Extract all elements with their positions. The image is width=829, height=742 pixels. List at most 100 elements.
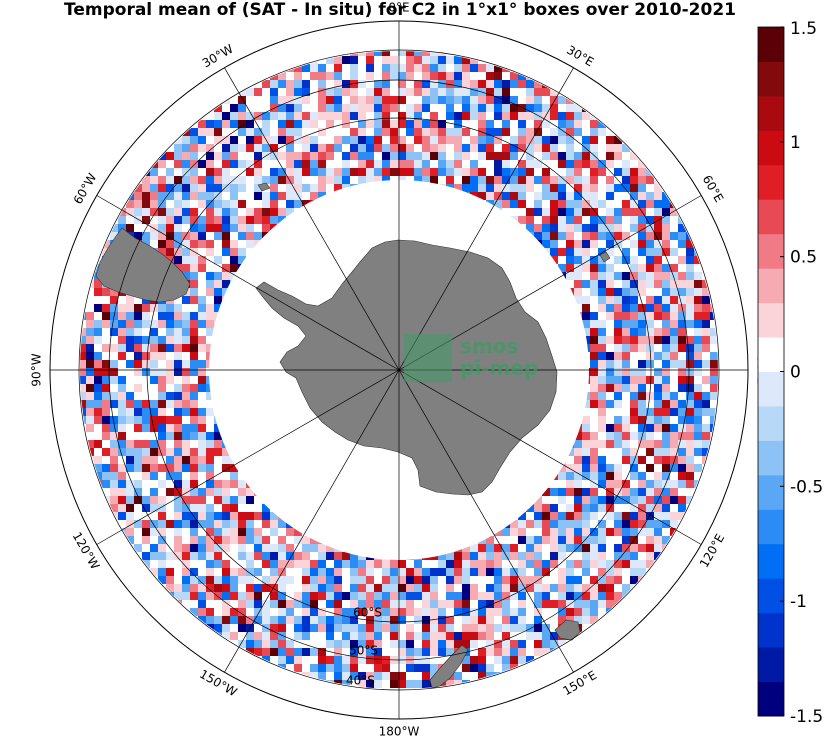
data-cell: [598, 600, 606, 608]
data-cell: [238, 168, 246, 176]
data-cell: [110, 288, 118, 296]
data-cell: [478, 648, 486, 656]
data-cell: [190, 272, 198, 280]
data-cell: [174, 256, 182, 264]
data-cell: [126, 512, 134, 520]
data-cell: [238, 536, 246, 544]
data-cell: [614, 480, 622, 488]
data-cell: [166, 312, 174, 320]
data-cell: [414, 656, 422, 664]
data-cell: [174, 320, 182, 328]
data-cell: [422, 568, 430, 576]
data-cell: [382, 64, 390, 72]
data-cell: [294, 184, 302, 192]
data-cell: [382, 120, 390, 128]
data-cell: [518, 600, 526, 608]
data-cell: [294, 120, 302, 128]
data-cell: [350, 576, 358, 584]
data-cell: [158, 192, 166, 200]
data-cell: [614, 256, 622, 264]
data-cell: [598, 120, 606, 128]
data-cell: [302, 592, 310, 600]
data-cell: [558, 160, 566, 168]
data-cell: [670, 464, 678, 472]
data-cell: [174, 592, 182, 600]
data-cell: [462, 656, 470, 664]
data-cell: [406, 592, 414, 600]
data-cell: [574, 216, 582, 224]
data-cell: [662, 296, 670, 304]
data-cell: [390, 672, 398, 680]
data-cell: [214, 256, 222, 264]
data-cell: [502, 200, 510, 208]
data-cell: [518, 592, 526, 600]
data-cell: [406, 624, 414, 632]
data-cell: [390, 120, 398, 128]
data-cell: [654, 256, 662, 264]
data-cell: [598, 264, 606, 272]
data-cell: [206, 224, 214, 232]
data-cell: [174, 448, 182, 456]
data-cell: [326, 576, 334, 584]
data-cell: [566, 136, 574, 144]
data-cell: [462, 192, 470, 200]
data-cell: [206, 128, 214, 136]
data-cell: [518, 608, 526, 616]
data-cell: [190, 160, 198, 168]
data-cell: [654, 200, 662, 208]
data-cell: [638, 400, 646, 408]
data-cell: [166, 376, 174, 384]
data-cell: [374, 632, 382, 640]
data-cell: [246, 528, 254, 536]
data-cell: [374, 104, 382, 112]
data-cell: [606, 304, 614, 312]
data-cell: [318, 152, 326, 160]
data-cell: [638, 248, 646, 256]
data-cell: [558, 112, 566, 120]
data-cell: [398, 128, 406, 136]
data-cell: [222, 272, 230, 280]
data-cell: [150, 504, 158, 512]
data-cell: [662, 280, 670, 288]
data-cell: [590, 496, 598, 504]
data-cell: [446, 136, 454, 144]
data-cell: [134, 448, 142, 456]
data-cell: [606, 472, 614, 480]
data-cell: [142, 384, 150, 392]
data-cell: [366, 672, 374, 680]
data-cell: [670, 336, 678, 344]
data-cell: [486, 72, 494, 80]
data-cell: [638, 368, 646, 376]
data-cell: [190, 600, 198, 608]
data-cell: [398, 80, 406, 88]
data-cell: [422, 656, 430, 664]
data-cell: [94, 360, 102, 368]
data-cell: [470, 56, 478, 64]
data-cell: [662, 416, 670, 424]
data-cell: [470, 584, 478, 592]
data-cell: [310, 64, 318, 72]
data-cell: [158, 248, 166, 256]
data-cell: [254, 96, 262, 104]
data-cell: [654, 304, 662, 312]
data-cell: [614, 336, 622, 344]
data-cell: [598, 560, 606, 568]
data-cell: [406, 672, 414, 680]
data-cell: [510, 640, 518, 648]
data-cell: [350, 624, 358, 632]
data-cell: [438, 560, 446, 568]
data-cell: [670, 400, 678, 408]
data-cell: [318, 616, 326, 624]
data-cell: [574, 544, 582, 552]
data-cell: [518, 224, 526, 232]
data-cell: [326, 104, 334, 112]
data-cell: [150, 400, 158, 408]
colorbar-segment: [758, 164, 784, 200]
data-cell: [614, 544, 622, 552]
data-cell: [566, 448, 574, 456]
data-cell: [470, 184, 478, 192]
data-cell: [414, 136, 422, 144]
data-cell: [502, 160, 510, 168]
data-cell: [182, 336, 190, 344]
data-cell: [134, 232, 142, 240]
